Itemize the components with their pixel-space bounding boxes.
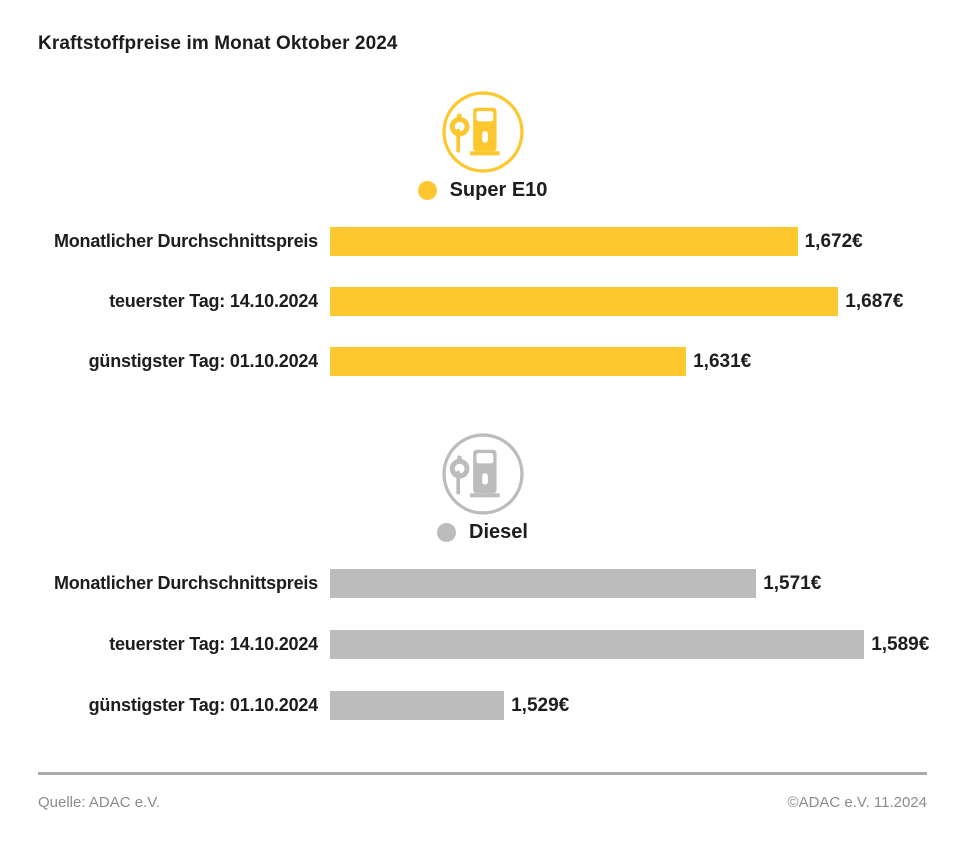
legend-diesel: Diesel (437, 522, 528, 542)
legend-dot (417, 180, 437, 200)
section-head-super-e10: Super E10 (38, 55, 927, 200)
bar-value: 1,529€ (511, 694, 570, 716)
bar-row: teuerster Tag: 14.10.2024 1,687€ (38, 287, 978, 316)
legend-label: Diesel (469, 521, 528, 543)
legend-dot (437, 522, 457, 542)
bar-label: teuerster Tag: 14.10.2024 (109, 634, 318, 654)
chart-section-diesel: Diesel Monatlicher Durchschnittspreis 1,… (38, 376, 978, 720)
bar-value: 1,687€ (845, 290, 904, 312)
bar-area: 1,672€ (330, 227, 863, 256)
bar-row: Monatlicher Durchschnittspreis 1,571€ (38, 569, 978, 598)
bar-label: Monatlicher Durchschnittspreis (53, 231, 318, 251)
bar (330, 347, 687, 376)
bar-value: 1,589€ (871, 633, 930, 655)
bar-rows-diesel: Monatlicher Durchschnittspreis 1,571€ te… (38, 569, 978, 720)
bar (330, 691, 505, 720)
bar-area: 1,529€ (330, 691, 569, 720)
bar-label: günstigster Tag: 01.10.2024 (88, 695, 319, 715)
bar-rows-super-e10: Monatlicher Durchschnittspreis 1,672€ te… (38, 227, 978, 376)
bar-value: 1,631€ (693, 350, 752, 372)
bar-area: 1,589€ (330, 630, 929, 659)
bar-row: teuerster Tag: 14.10.2024 1,589€ (38, 630, 978, 659)
fuel-pump-icon (441, 91, 524, 173)
footer: Quelle: ADAC e.V. ©ADAC e.V. 11.2024 (38, 794, 927, 811)
legend-label: Super E10 (449, 179, 548, 201)
fuel-pump-icon (441, 433, 524, 515)
bar-area: 1,687€ (330, 287, 903, 316)
bar (330, 630, 865, 659)
bar-row: Monatlicher Durchschnittspreis 1,672€ (38, 227, 978, 256)
bar (330, 227, 798, 256)
bar-area: 1,631€ (330, 347, 751, 376)
bar-label: teuerster Tag: 14.10.2024 (109, 291, 318, 311)
bar-row: günstigster Tag: 01.10.2024 1,529€ (38, 691, 978, 720)
section-head-diesel: Diesel (38, 376, 927, 542)
bar-value: 1,571€ (763, 572, 822, 594)
page-title: Kraftstoffpreise im Monat Oktober 2024 (38, 33, 398, 54)
footer-divider (38, 772, 927, 775)
infographic-page: Kraftstoffpreise im Monat Oktober 2024 S… (0, 33, 978, 811)
bar-area: 1,571€ (330, 569, 821, 598)
footer-copyright: ©ADAC e.V. 11.2024 (787, 794, 927, 811)
chart-section-super-e10: Super E10 Monatlicher Durchschnittspreis… (38, 55, 978, 376)
legend-super-e10: Super E10 (417, 179, 548, 201)
bar-label: Monatlicher Durchschnittspreis (53, 573, 318, 593)
bar-label: günstigster Tag: 01.10.2024 (88, 351, 319, 371)
bar-row: günstigster Tag: 01.10.2024 1,631€ (38, 347, 978, 376)
bar (330, 569, 757, 598)
footer-source: Quelle: ADAC e.V. (38, 794, 161, 811)
bar (330, 287, 839, 316)
bar-value: 1,672€ (804, 230, 863, 252)
